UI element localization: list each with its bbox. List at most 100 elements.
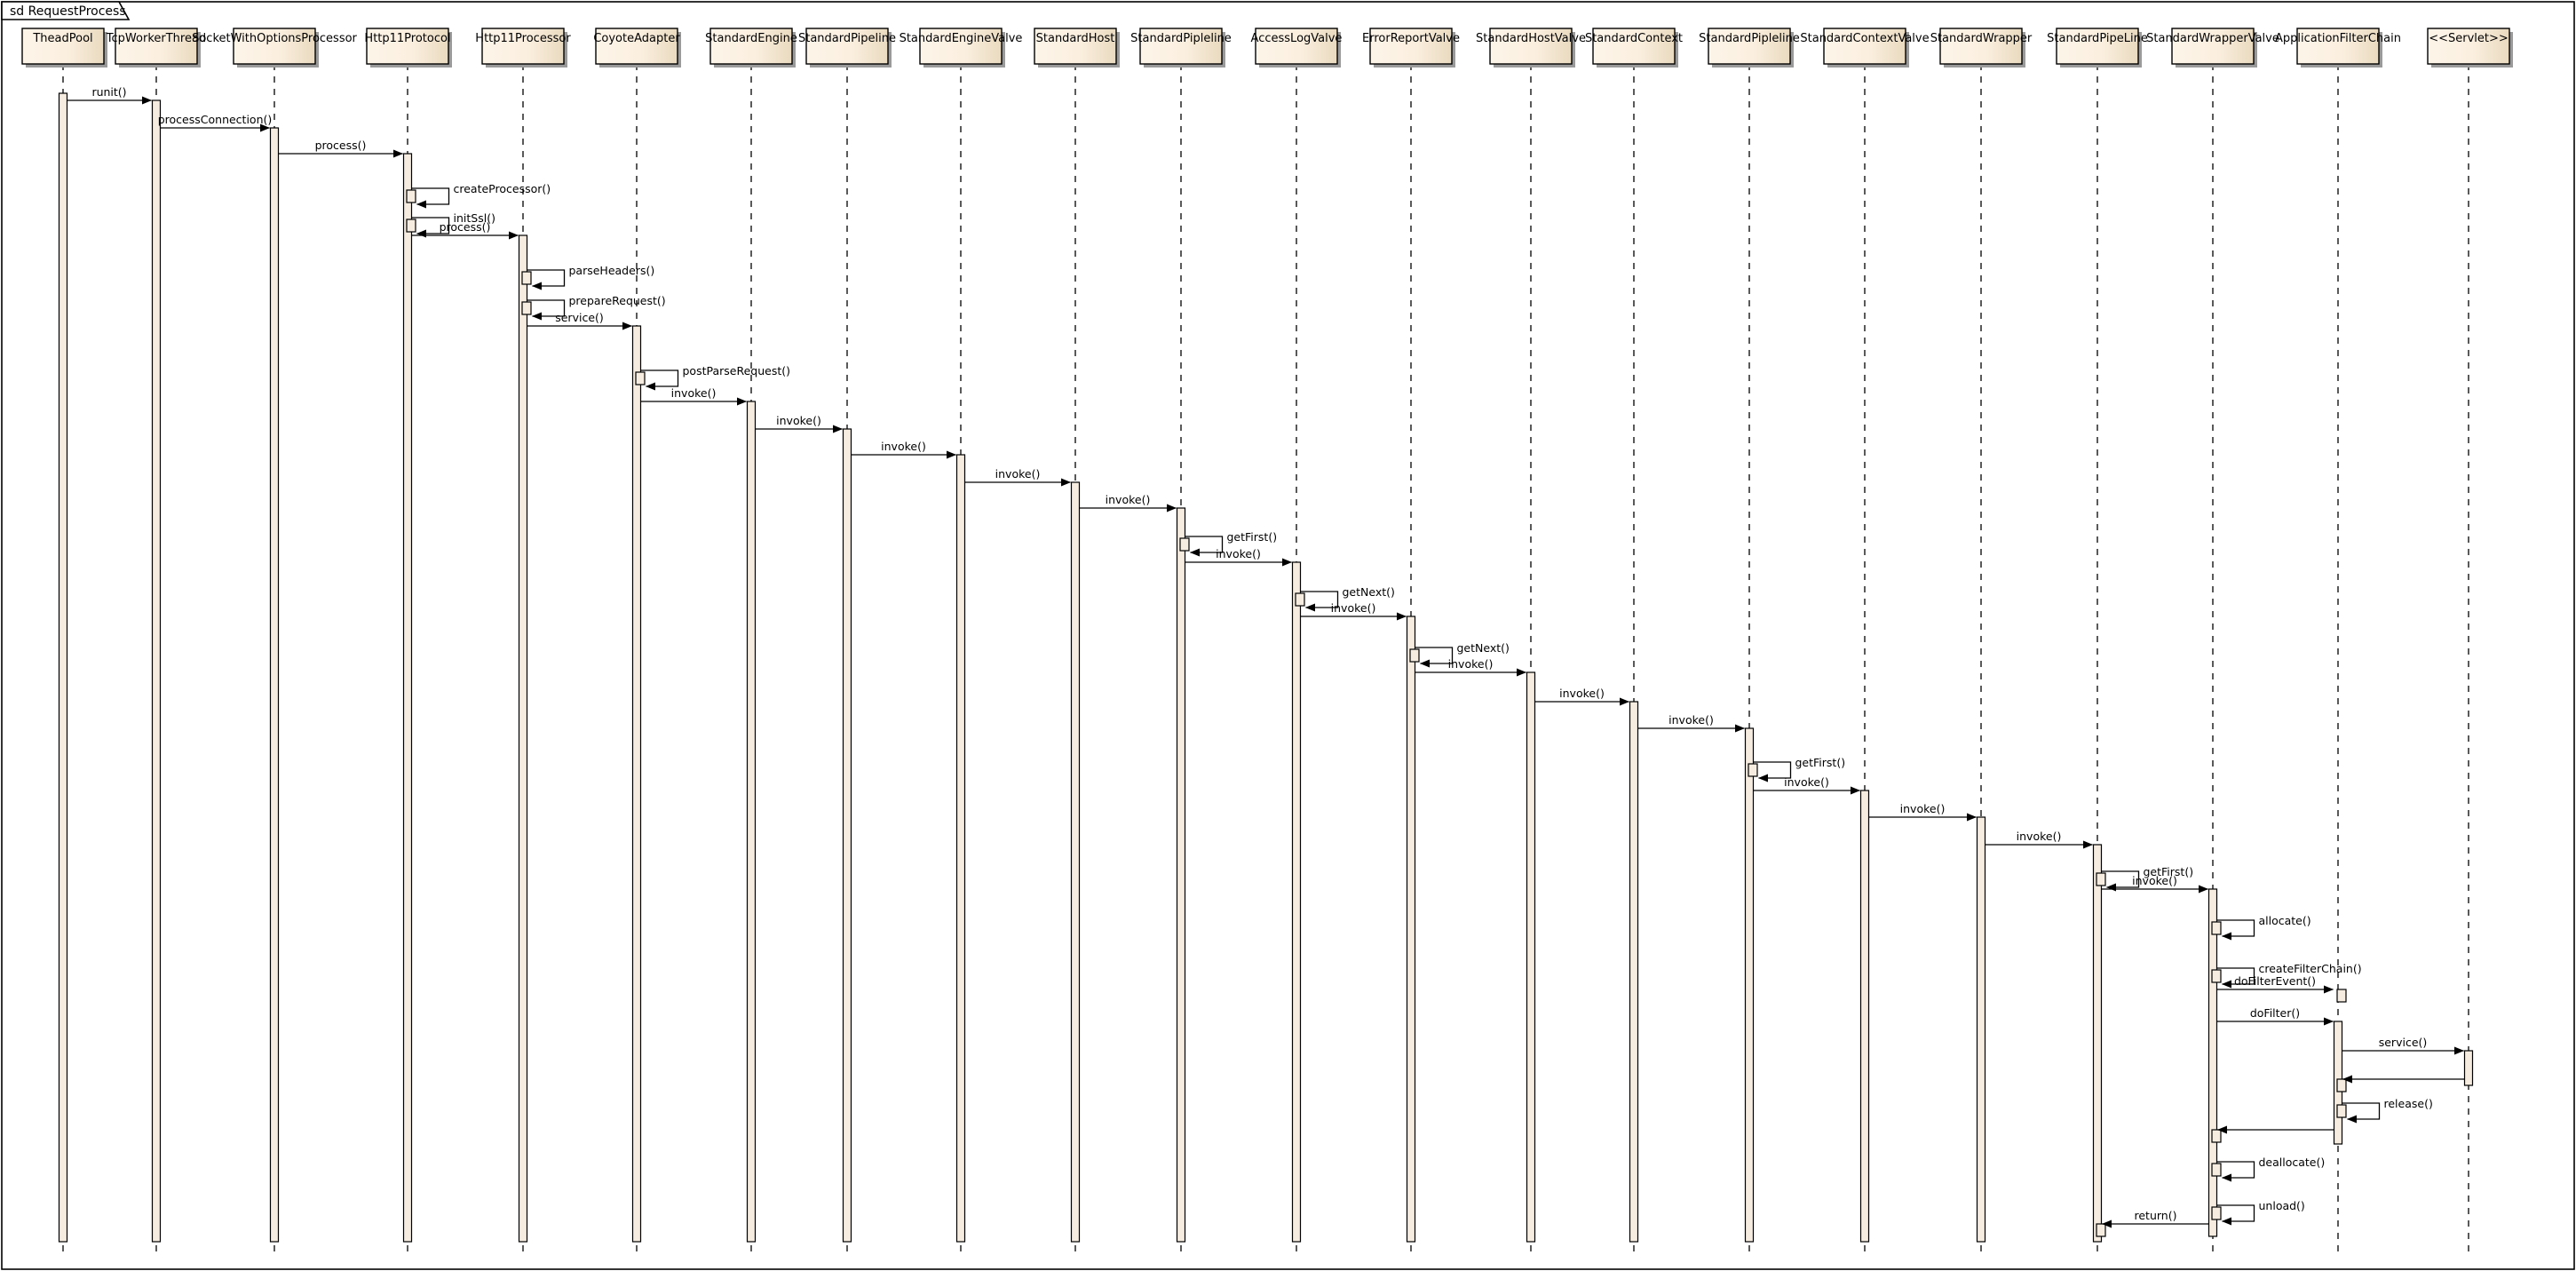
lifeline-head-threadpool[interactable]: TheadPool xyxy=(21,28,107,68)
lifeline-head-filterchain[interactable]: ApplicationFilterChain xyxy=(2275,28,2401,68)
activation-bar-threadpool xyxy=(58,92,68,1243)
message-label: invoke() xyxy=(881,440,926,453)
nested-activation-stdwrappervalve xyxy=(2211,969,2222,983)
lifeline-head-servlet[interactable]: <<Servlet>> xyxy=(2427,28,2513,68)
lifeline-head-stdhostvalve[interactable]: StandardHostValve xyxy=(1476,28,1586,68)
lifeline-head-errorreport[interactable]: ErrorReportValve xyxy=(1362,28,1460,68)
lifeline-head-stdcontext[interactable]: StandardContext xyxy=(1585,28,1683,68)
lifeline-head-box[interactable] xyxy=(1823,28,1906,65)
lifeline-head-stdwrappervalve[interactable]: StandardWrapperValve xyxy=(2146,28,2279,68)
lifeline-head-box[interactable] xyxy=(1139,28,1223,65)
message-invoke-21: invoke() xyxy=(1534,687,1629,706)
activation-bar-sockproc xyxy=(269,127,280,1243)
activation-bar-tcpworker xyxy=(151,99,162,1243)
activation-bar-stdwrappervalve xyxy=(2207,888,2218,1237)
message-invoke-16: invoke() xyxy=(1185,547,1292,567)
message-label: return() xyxy=(2135,1209,2177,1222)
nested-activation-coyote xyxy=(635,371,646,385)
lifeline-head-box[interactable] xyxy=(1255,28,1338,65)
lifeline-label: <<Servlet>> xyxy=(2429,32,2509,45)
lifeline-head-box[interactable] xyxy=(21,28,105,65)
message-label: release() xyxy=(2384,1097,2433,1110)
message-allocate-29: allocate() xyxy=(2216,914,2311,941)
lifeline-head-box[interactable] xyxy=(2296,28,2380,65)
lifeline-head-stdhost[interactable]: StandardHost xyxy=(1034,28,1120,68)
lifeline-label: ApplicationFilterChain xyxy=(2275,32,2401,45)
message-postParseRequest-9: postParseRequest() xyxy=(640,364,791,391)
lifeline-head-box[interactable] xyxy=(1939,28,2023,65)
message-prepareRequest-7: prepareRequest() xyxy=(527,294,666,321)
lifeline-head-stdpipeline1[interactable]: StandardPipeline xyxy=(798,28,896,68)
nested-activation-filterchain xyxy=(2336,1104,2347,1118)
lifeline-head-sockproc[interactable]: SocketWithOptionsProcessor xyxy=(192,28,358,68)
nested-activation-stdpipleline2 xyxy=(1748,763,1758,777)
lifeline-head-stdenginevalve[interactable]: StandardEngineValve xyxy=(900,28,1023,68)
message-doFilter-32: doFilter() xyxy=(2216,1006,2334,1026)
message-label: invoke() xyxy=(1448,657,1494,671)
nested-activation-errorreport xyxy=(1409,648,1420,663)
activation-bar-http11proc xyxy=(518,234,528,1243)
lifeline-head-box[interactable] xyxy=(115,28,198,65)
lifeline-head-box[interactable] xyxy=(1592,28,1676,65)
lifeline-head-box[interactable] xyxy=(1034,28,1117,65)
message-service-8: service() xyxy=(527,311,632,330)
message-label: invoke() xyxy=(1784,775,1829,789)
lifeline-label: SocketWithOptionsProcessor xyxy=(192,32,357,45)
message-label: createProcessor() xyxy=(454,182,551,195)
message-invoke-13: invoke() xyxy=(964,467,1071,487)
activation-bar-stdpipleline1 xyxy=(1176,507,1186,1243)
lifeline-head-box[interactable] xyxy=(366,28,449,65)
message-runit-0: runit() xyxy=(67,85,152,105)
lifeline-head-box[interactable] xyxy=(595,28,678,65)
lifeline-label: StandardHostValve xyxy=(1476,32,1586,45)
lifeline-head-box[interactable] xyxy=(709,28,793,65)
message-process-5: process() xyxy=(411,220,519,240)
nested-activation-stdwrappervalve xyxy=(2211,1206,2222,1220)
message-label: postParseRequest() xyxy=(683,364,791,377)
message-label: service() xyxy=(2379,1036,2428,1049)
lifeline-head-stdpipeline3[interactable]: StandardPipeLine xyxy=(2047,28,2148,68)
lifeline-head-http11proc[interactable]: Http11Processor xyxy=(475,28,571,68)
activation-bar-stdhost xyxy=(1070,481,1081,1243)
activation-bar-stdpipeline1 xyxy=(842,428,852,1243)
lifeline-head-stdengine[interactable]: StandardEngine xyxy=(705,28,797,68)
message-invoke-18: invoke() xyxy=(1300,601,1407,621)
message-invoke-20: invoke() xyxy=(1415,657,1526,677)
message-getNext-17: getNext() xyxy=(1300,585,1395,612)
lifeline-head-stdcontextvalve[interactable]: StandardContextValve xyxy=(1800,28,1930,68)
lifeline-head-accesslog[interactable]: AccessLogValve xyxy=(1251,28,1343,68)
lifeline-head-box[interactable] xyxy=(1369,28,1453,65)
lifeline-head-box[interactable] xyxy=(1489,28,1573,65)
lifeline-label: CoyoteAdapter xyxy=(593,32,680,45)
lifeline-head-box[interactable] xyxy=(481,28,565,65)
lifeline-head-box[interactable] xyxy=(2056,28,2139,65)
lifeline-head-box[interactable] xyxy=(805,28,889,65)
activation-bar-stdpipleline2 xyxy=(1744,727,1755,1243)
message-invoke-14: invoke() xyxy=(1079,493,1177,512)
nested-activation-stdpipeline3 xyxy=(2096,1223,2106,1237)
lifeline-head-coyote[interactable]: CoyoteAdapter xyxy=(593,28,681,68)
lifeline-head-box[interactable] xyxy=(2171,28,2255,65)
lifeline-head-box[interactable] xyxy=(233,28,316,65)
message-createProcessor-3: createProcessor() xyxy=(411,182,551,209)
lifeline-head-tcpworker[interactable]: TcpWorkerThread xyxy=(106,28,206,68)
lifeline-head-http11proto[interactable]: Http11Protocol xyxy=(364,28,452,68)
lifeline-head-stdwrapper[interactable]: StandardWrapper xyxy=(1930,28,2033,68)
message-label: doFilterEvent() xyxy=(2234,974,2316,988)
activation-bar-stdenginevalve xyxy=(955,454,966,1243)
message-label: invoke() xyxy=(1216,547,1261,560)
nested-activation-stdpipleline1 xyxy=(1179,537,1190,552)
lifeline-label: StandardPipleline xyxy=(1130,32,1232,45)
lifeline-label: AccessLogValve xyxy=(1251,32,1343,45)
lifeline-label: Http11Protocol xyxy=(364,32,450,45)
lifeline-head-box[interactable] xyxy=(2427,28,2510,65)
lifeline-head-stdpipleline2[interactable]: StandardPipleline xyxy=(1699,28,1800,68)
nested-activation-filterchain xyxy=(2336,1078,2347,1092)
lifeline-head-stdpipleline1[interactable]: StandardPipleline xyxy=(1130,28,1232,68)
nested-activation-stdwrappervalve xyxy=(2211,1129,2222,1143)
lifeline-head-box[interactable] xyxy=(919,28,1003,65)
message-label: service() xyxy=(555,311,604,324)
message-createFilterChain-30: createFilterChain() xyxy=(2216,962,2362,989)
lifeline-head-box[interactable] xyxy=(1708,28,1791,65)
